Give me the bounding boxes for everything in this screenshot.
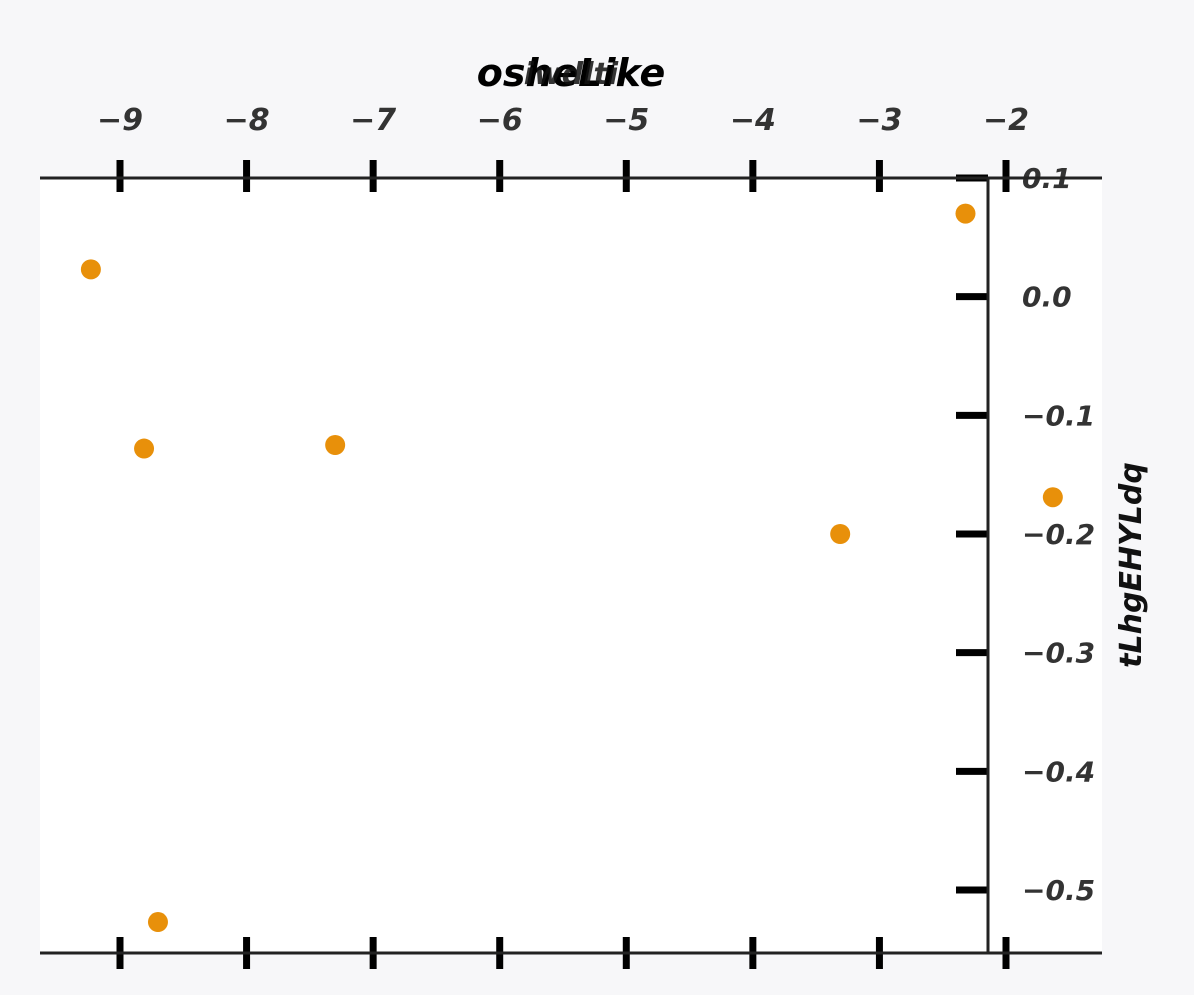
data-point xyxy=(955,203,976,224)
points-layer xyxy=(80,203,1063,933)
x-tick-label: −8 xyxy=(224,103,270,138)
data-point xyxy=(1042,487,1063,508)
chart-title: osheLike xyxy=(477,51,665,95)
y-axis-label: tLhgEHYLdq xyxy=(1114,462,1149,668)
x-tick-label: −6 xyxy=(477,103,523,138)
x-tick-label: −4 xyxy=(730,103,776,138)
data-point xyxy=(325,435,346,455)
x-tick-label: −2 xyxy=(983,103,1029,138)
y-tick-label: −0.3 xyxy=(1022,637,1095,670)
y-tick-label: −0.4 xyxy=(1022,755,1095,788)
axes-layer xyxy=(40,176,1102,955)
ticks-layer: −9 −8 −7 −6 −5 −4 −3 −20.10.0−0.1−0.2−0.3−0.4−0… xyxy=(97,103,1095,969)
y-tick-label: 0.0 xyxy=(1022,281,1072,314)
y-tick-label: −0.2 xyxy=(1022,518,1095,551)
x-tick-label: −5 xyxy=(603,103,649,138)
x-tick-label: −9 xyxy=(97,103,143,138)
x-tick-label: −3 xyxy=(856,103,902,138)
x-axis-label: iwdlti xyxy=(524,57,619,92)
x-tick-label: −7 xyxy=(350,103,396,138)
y-tick-label: −0.5 xyxy=(1022,874,1095,907)
data-point xyxy=(147,912,168,933)
plot-area xyxy=(40,178,1102,953)
data-point xyxy=(80,259,101,280)
data-point xyxy=(134,438,155,459)
data-point xyxy=(830,524,851,544)
y-tick-label: −0.1 xyxy=(1022,399,1095,432)
